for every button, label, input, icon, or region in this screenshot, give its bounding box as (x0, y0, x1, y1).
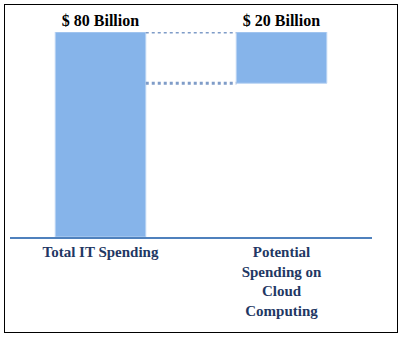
svg-text:Total IT Spending: Total IT Spending (43, 244, 159, 260)
svg-text:$ 80 Billion: $ 80 Billion (62, 12, 139, 29)
svg-text:PotentialSpending onCloudCompu: PotentialSpending onCloudComputing (242, 244, 322, 319)
svg-text:$ 20 Billion: $ 20 Billion (243, 12, 320, 29)
